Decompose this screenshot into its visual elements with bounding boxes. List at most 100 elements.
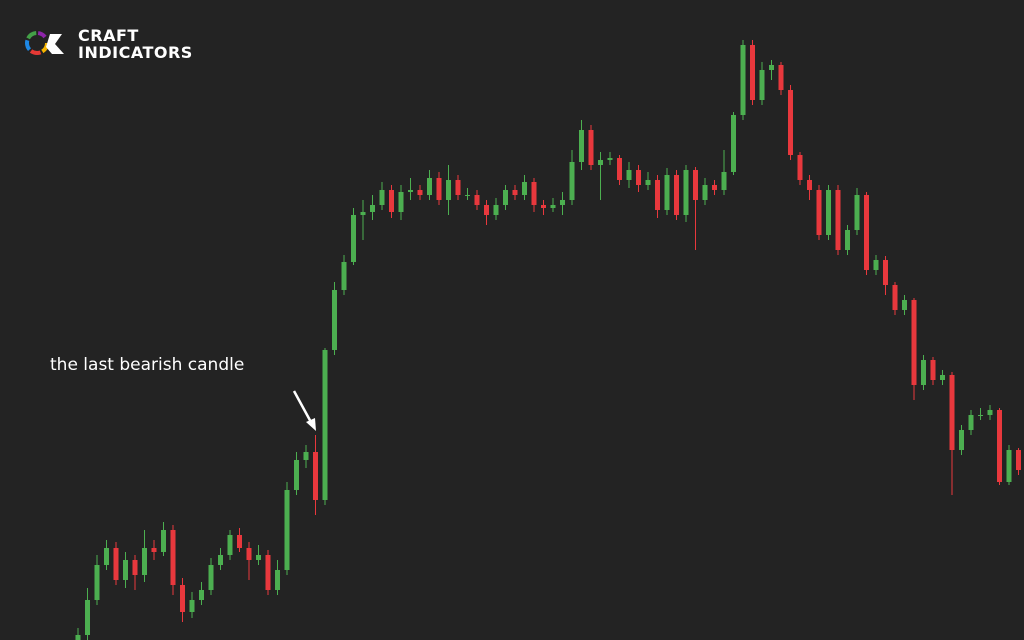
candle-body [864, 195, 869, 270]
candle-body [379, 190, 385, 205]
candle-body [721, 172, 727, 190]
logo-mark [46, 34, 64, 54]
candle-body [284, 490, 290, 570]
candle-body [189, 600, 195, 612]
candle-body [645, 180, 651, 185]
candle-body [370, 205, 375, 212]
candle-body [265, 555, 271, 590]
candle-body [607, 158, 613, 160]
candle-body [417, 190, 423, 195]
candle-body [949, 375, 955, 450]
candle-body [151, 548, 157, 552]
candle-body [750, 45, 755, 100]
candle-body [294, 460, 299, 490]
candle-body [550, 205, 556, 208]
candle-body [845, 230, 850, 250]
candle-body [978, 415, 983, 416]
candle-body [256, 555, 261, 560]
candle-body [351, 215, 356, 262]
candle-body [332, 290, 337, 350]
candle-body [104, 548, 109, 565]
candle-body [560, 200, 565, 205]
logo: CRAFT INDICATORS [25, 26, 192, 62]
candle-body [569, 162, 575, 200]
candle-body [85, 600, 90, 635]
candle-body [522, 182, 527, 195]
candle-body [493, 205, 499, 215]
candle-body [398, 192, 404, 212]
candle-body [446, 180, 451, 200]
candle-body [170, 530, 176, 585]
candle-body [940, 375, 945, 380]
candle-body [835, 190, 841, 250]
candle-body [655, 180, 660, 210]
candle-body [712, 185, 717, 190]
candle-body [873, 260, 879, 270]
candle-body [826, 190, 831, 235]
logo-ring [25, 31, 49, 55]
candle-body [759, 70, 765, 100]
candle-body [436, 178, 442, 200]
candle-body [683, 170, 689, 215]
candle-body [360, 212, 366, 215]
candle-body [75, 635, 81, 640]
candle-body [797, 155, 803, 180]
candle-body [161, 530, 166, 552]
candle-body [816, 190, 822, 235]
candle-body [1016, 450, 1021, 470]
candle-body [588, 130, 594, 165]
candle-body [218, 555, 223, 565]
candle-body [237, 535, 242, 548]
candles [75, 40, 1021, 640]
candle-body [313, 452, 318, 500]
candle-body [389, 190, 394, 212]
candle-body [854, 195, 860, 230]
candle-body [968, 415, 974, 430]
candle-body [911, 300, 917, 385]
candle-body [636, 170, 641, 185]
candle-body [455, 180, 461, 195]
candle-body [617, 158, 622, 180]
candle-body [788, 90, 793, 155]
candle-body [113, 548, 119, 580]
candle-body [778, 65, 784, 90]
candle-body [1006, 450, 1012, 482]
candle-body [199, 590, 204, 600]
candle-body [883, 260, 888, 285]
candle-body [807, 180, 812, 190]
candle-body [474, 195, 480, 205]
candle-body [921, 360, 926, 385]
arrow-head [306, 418, 316, 431]
candle-body [987, 410, 993, 415]
annotation-arrow [292, 390, 316, 431]
candle-body [902, 300, 907, 310]
candle-body [503, 190, 508, 205]
candle-body [322, 350, 328, 500]
annotation: the last bearish candle [50, 355, 244, 375]
candle-body [959, 430, 964, 450]
candle-body [408, 190, 413, 192]
candle-body [674, 175, 679, 215]
candle-body [930, 360, 936, 380]
candle-body [303, 452, 309, 460]
candle-body [531, 182, 537, 205]
candle-body [275, 570, 280, 590]
candle-body [541, 205, 546, 208]
candle-body [997, 410, 1002, 482]
candle-body [626, 170, 632, 180]
candle-body [702, 185, 708, 200]
logo-ring [25, 31, 49, 55]
candle-body [731, 115, 736, 172]
candle-body [341, 262, 347, 290]
candle-body [664, 175, 670, 210]
candle-body [94, 565, 100, 600]
candle-body [427, 178, 432, 195]
candle-body [132, 560, 138, 575]
candle-body [579, 130, 584, 162]
candle-body [465, 195, 470, 196]
logo-ring [25, 31, 49, 55]
candle-body [892, 285, 898, 310]
candle-body [246, 548, 252, 560]
